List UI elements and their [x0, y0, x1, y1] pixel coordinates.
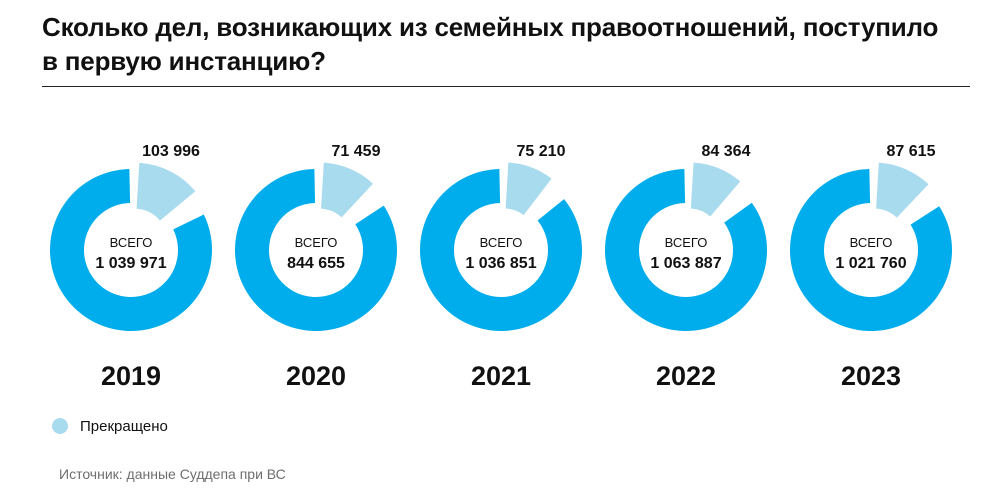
terminated-slice-2021 — [505, 162, 552, 216]
center-label-2021: ВСЕГО — [480, 235, 523, 250]
donut-2020: 71 459 ВСЕГО 844 655 2020 — [234, 143, 397, 391]
donut-charts-svg: 103 996 ВСЕГО 1 039 971 2019 71 459 ВСЕГО 844 … — [50, 143, 953, 391]
donut-2023: 87 615 ВСЕГО 1 021 760 2023 — [790, 143, 953, 391]
terminated-slice-2019 — [136, 162, 196, 221]
total-value-2021: 1 036 851 — [465, 255, 536, 272]
total-value-2019: 1 039 971 — [95, 255, 166, 272]
terminated-slice-2020 — [321, 162, 373, 218]
total-value-2022: 1 063 887 — [650, 255, 721, 272]
total-arc-2023 — [790, 169, 953, 332]
terminated-value-2021: 75 210 — [517, 143, 566, 160]
donut-charts-row: 103 996 ВСЕГО 1 039 971 2019 71 459 ВСЕГО 844 … — [0, 100, 1000, 400]
total-value-2020: 844 655 — [287, 255, 345, 272]
center-label-2022: ВСЕГО — [665, 235, 708, 250]
year-label-2022: 2022 — [656, 361, 716, 391]
legend: Прекращено — [52, 415, 168, 437]
terminated-value-2019: 103 996 — [142, 143, 200, 160]
center-label-2020: ВСЕГО — [295, 235, 338, 250]
terminated-value-2020: 71 459 — [332, 143, 381, 160]
year-label-2019: 2019 — [101, 361, 161, 391]
total-arc-2021 — [420, 169, 583, 332]
source-note: Источник: данные Суддепа при ВС — [59, 466, 286, 482]
year-label-2021: 2021 — [471, 361, 531, 391]
title-divider — [42, 86, 970, 87]
year-label-2020: 2020 — [286, 361, 346, 391]
legend-label-terminated: Прекращено — [80, 417, 168, 435]
terminated-value-2023: 87 615 — [887, 143, 936, 160]
total-arc-2020 — [234, 169, 397, 332]
year-label-2023: 2023 — [841, 361, 901, 391]
total-arc-2022 — [605, 169, 768, 332]
donut-2021: 75 210 ВСЕГО 1 036 851 2021 — [420, 143, 583, 391]
center-label-2019: ВСЕГО — [110, 235, 153, 250]
chart-title: Сколько дел, возникающих из семейных пра… — [42, 12, 939, 76]
terminated-value-2022: 84 364 — [702, 143, 751, 160]
terminated-slice-2022 — [690, 162, 741, 217]
donut-2019: 103 996 ВСЕГО 1 039 971 2019 — [50, 143, 213, 391]
legend-swatch-terminated — [52, 418, 68, 434]
total-arc-2019 — [50, 169, 213, 332]
terminated-slice-2023 — [876, 162, 929, 218]
total-value-2023: 1 021 760 — [835, 255, 906, 272]
donut-2022: 84 364 ВСЕГО 1 063 887 2022 — [605, 143, 768, 391]
center-label-2023: ВСЕГО — [850, 235, 893, 250]
